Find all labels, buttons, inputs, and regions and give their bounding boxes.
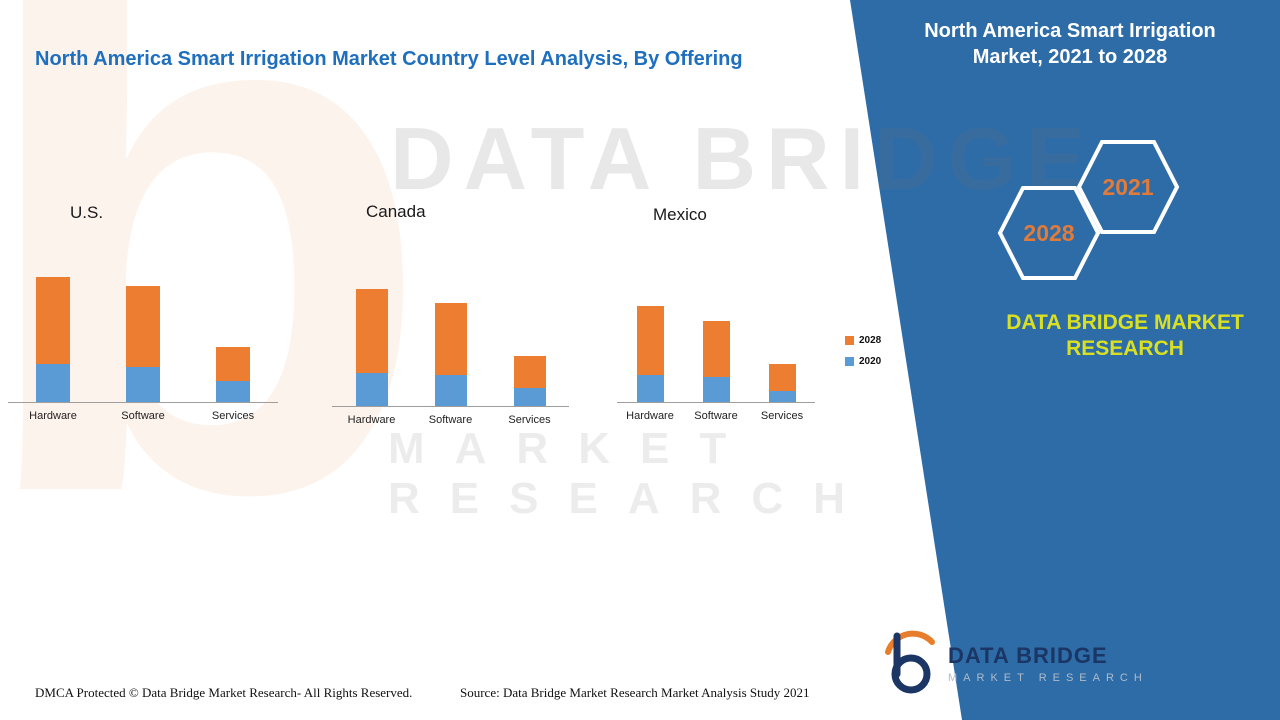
stacked-bar xyxy=(702,321,730,402)
bar-segment-2028-hardware xyxy=(636,306,664,375)
stacked-bar xyxy=(768,364,796,402)
dmca-notice: DMCA Protected © Data Bridge Market Rese… xyxy=(35,685,413,700)
chart-plot-area xyxy=(8,268,278,403)
category-label-software: Software xyxy=(428,414,473,426)
stacked-bar xyxy=(513,356,546,406)
chart-title-us: U.S. xyxy=(70,203,104,222)
brand-wordmark: DATA BRIDGE MARKET RESEARCH xyxy=(1006,311,1244,361)
hexagon-outline-icon xyxy=(997,186,1101,280)
bar-segment-2020-services xyxy=(513,388,546,406)
bar-column-hardware xyxy=(617,306,683,402)
side-panel-heading: North America Smart Irrigation Market, 2… xyxy=(924,20,1216,68)
bar-column-software xyxy=(683,321,749,402)
hexagon-outline-icon xyxy=(1076,140,1180,234)
chart-plot-area xyxy=(617,268,815,403)
stacked-bar xyxy=(126,286,160,402)
legend-label: 2028 xyxy=(859,335,882,346)
chart-us: U.S. Hardware Software Services xyxy=(8,203,278,422)
stacked-bar xyxy=(434,303,467,406)
category-label-software: Software xyxy=(121,410,165,422)
data-bridge-logo-icon xyxy=(885,630,935,694)
chart-title-mexico: Mexico xyxy=(653,205,707,224)
category-label-services: Services xyxy=(760,410,804,422)
bar-segment-2020-hardware xyxy=(36,364,70,402)
legend-label: 2020 xyxy=(859,356,882,367)
stacked-bar xyxy=(636,306,664,402)
logo-subtitle: MARKET RESEARCH xyxy=(948,671,1148,684)
chart-legend: 2028 2020 xyxy=(845,335,881,377)
hexagon-year-label: 2021 xyxy=(1102,173,1154,200)
legend-item-2020: 2020 xyxy=(845,356,881,367)
bar-segment-2020-software xyxy=(702,377,730,402)
bar-segment-2028-hardware xyxy=(36,277,70,364)
stacked-bar xyxy=(355,289,388,406)
bar-column-hardware xyxy=(8,277,98,402)
chart-mexico: Mexico Hardware Software Services xyxy=(617,205,815,422)
bar-column-services xyxy=(188,347,278,402)
chart-category-axis: Hardware Software Services xyxy=(332,407,569,426)
bar-segment-2028-services xyxy=(768,364,796,391)
bar-segment-2020-hardware xyxy=(355,373,388,406)
bar-column-services xyxy=(490,356,569,406)
legend-swatch-2020 xyxy=(845,357,854,366)
hexagon-2028: 2028 xyxy=(997,185,1101,281)
bar-segment-2020-hardware xyxy=(636,375,664,402)
logo-name: DATA BRIDGE xyxy=(948,642,1108,668)
bar-segment-2028-services xyxy=(216,347,250,381)
bar-segment-2028-software xyxy=(702,321,730,377)
bar-segment-2020-services xyxy=(216,381,250,402)
bar-segment-2028-services xyxy=(513,356,546,388)
chart-title-canada: Canada xyxy=(366,202,426,221)
company-logo-text: DATA BRIDGE MARKET RESEARCH xyxy=(948,643,1148,684)
category-label-software: Software xyxy=(694,410,738,422)
bar-column-hardware xyxy=(332,289,411,406)
source-note: Source: Data Bridge Market Research Mark… xyxy=(460,685,810,700)
legend-swatch-2028 xyxy=(845,336,854,345)
bar-segment-2020-software xyxy=(434,375,467,406)
category-label-hardware: Hardware xyxy=(29,410,77,422)
chart-category-axis: Hardware Software Services xyxy=(617,403,815,422)
category-label-hardware: Hardware xyxy=(626,410,674,422)
chart-canada: Canada Hardware Software Services xyxy=(332,202,569,426)
stacked-bar xyxy=(36,277,70,402)
bar-segment-2028-hardware xyxy=(355,289,388,373)
bar-segment-2020-services xyxy=(768,391,796,402)
bar-segment-2020-software xyxy=(126,367,160,402)
stacked-bar xyxy=(216,347,250,402)
bar-column-software xyxy=(411,303,490,406)
chart-category-axis: Hardware Software Services xyxy=(8,403,278,422)
legend-item-2028: 2028 xyxy=(845,335,881,346)
category-label-services: Services xyxy=(211,410,255,422)
bar-column-services xyxy=(749,364,815,402)
company-logo: DATA BRIDGE MARKET RESEARCH xyxy=(880,630,1148,696)
bar-segment-2028-software xyxy=(126,286,160,367)
page-title: North America Smart Irrigation Market Co… xyxy=(35,48,743,70)
category-label-services: Services xyxy=(508,414,551,426)
bar-column-software xyxy=(98,286,188,402)
category-label-hardware: Hardware xyxy=(347,414,396,426)
chart-plot-area xyxy=(332,272,569,407)
hexagon-year-label: 2028 xyxy=(1023,219,1075,246)
bar-segment-2028-software xyxy=(434,303,467,375)
hexagon-2021: 2021 xyxy=(1076,139,1180,235)
